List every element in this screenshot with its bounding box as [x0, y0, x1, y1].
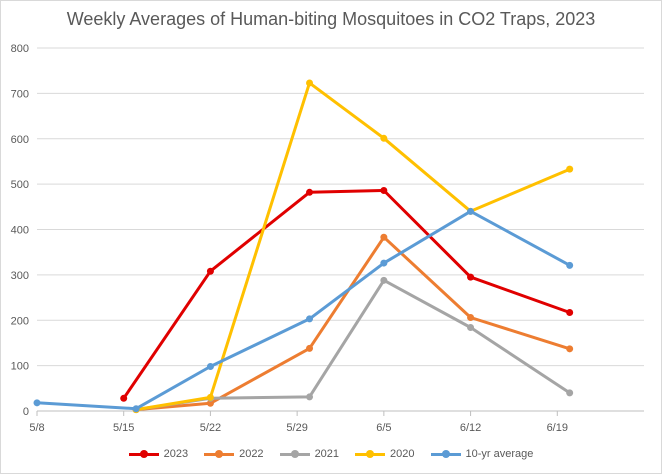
legend-item: 2023: [128, 448, 189, 460]
data-point: [380, 276, 388, 284]
data-point: [206, 399, 214, 407]
data-point: [33, 399, 41, 407]
y-tick-label: 0: [23, 406, 29, 418]
legend-marker: [279, 448, 310, 460]
data-point: [467, 324, 475, 332]
series-line: [134, 235, 572, 412]
y-tick-label: 600: [11, 134, 29, 146]
data-point: [566, 345, 574, 353]
data-point: [206, 267, 214, 275]
legend: 2023 2022 2021 2020 10-yr average: [0, 444, 662, 464]
legend-label: 2021: [314, 448, 340, 460]
legend-label: 10-yr average: [465, 448, 534, 460]
legend-marker: [430, 448, 461, 460]
x-tick-label: 6/5: [376, 422, 391, 434]
data-point: [467, 273, 475, 281]
series-line: [134, 81, 572, 412]
x-tick-label: 6/19: [547, 422, 568, 434]
data-point: [380, 259, 388, 267]
series-2020: [132, 79, 574, 414]
y-tick-label: 700: [11, 88, 29, 100]
series-2023: [120, 186, 574, 402]
data-point: [132, 405, 140, 413]
x-tick-label: 5/15: [113, 422, 134, 434]
data-point: [566, 165, 574, 173]
gridlines: [37, 47, 644, 367]
x-tick-label: 5/22: [200, 422, 221, 434]
data-point: [306, 344, 314, 352]
y-tick-label: 800: [11, 43, 29, 55]
data-point: [566, 389, 574, 397]
series-lines: [33, 79, 574, 414]
series-line: [35, 209, 572, 411]
data-point: [206, 393, 214, 401]
legend-marker: [128, 448, 159, 460]
data-point: [206, 363, 214, 371]
y-tick-label: 300: [11, 270, 29, 282]
series-line: [122, 189, 572, 400]
legend-label: 2020: [390, 448, 415, 460]
data-point: [566, 309, 574, 317]
data-point: [566, 261, 574, 269]
chart-title: Weekly Averages of Human-biting Mosquito…: [66, 9, 596, 29]
axes: 0 100 200 300 400 500 600 700 800 5/8 5/15 5/22 5/29…: [11, 43, 644, 434]
data-point: [467, 314, 475, 322]
legend-item: 2022: [204, 448, 264, 460]
data-point: [467, 207, 475, 215]
x-tick-label: 5/8: [29, 422, 44, 434]
data-point: [380, 134, 388, 142]
legend-label: 2022: [239, 448, 264, 460]
legend-item: 2021: [279, 448, 340, 460]
x-tick-label: 6/12: [460, 422, 481, 434]
data-point: [380, 233, 388, 241]
y-tick-label: 100: [11, 361, 29, 373]
y-tick-label: 200: [11, 315, 29, 327]
data-point: [306, 315, 314, 323]
series-10-yr-average: [33, 207, 574, 413]
legend-label: 2023: [163, 448, 189, 460]
legend-marker: [204, 448, 235, 460]
legend-marker: [355, 448, 386, 460]
x-tick-label: 5/29: [286, 422, 307, 434]
data-point: [380, 186, 388, 194]
series-2021: [132, 276, 574, 414]
legend-item: 10-yr average: [430, 448, 534, 460]
data-point: [306, 393, 314, 401]
data-point: [306, 79, 314, 87]
data-point: [120, 394, 128, 402]
y-tick-label: 400: [11, 225, 29, 237]
data-point: [306, 188, 314, 196]
legend-item: 2020: [355, 448, 415, 460]
series-2022: [132, 233, 574, 414]
y-tick-label: 500: [11, 179, 29, 191]
series-line: [134, 278, 572, 412]
